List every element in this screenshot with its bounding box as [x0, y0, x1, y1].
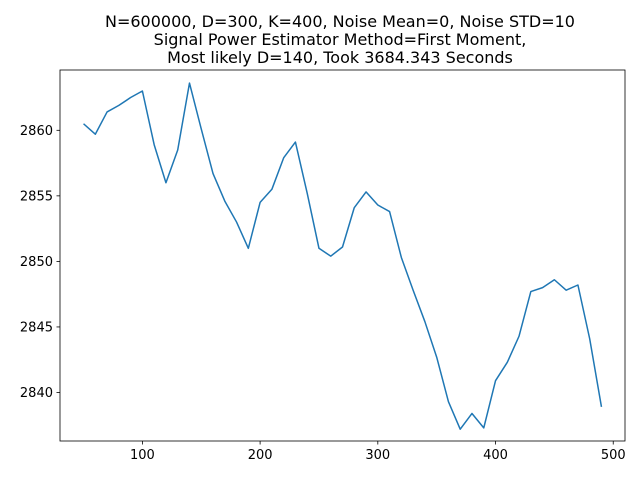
- series-line-0: [83, 82, 603, 430]
- axes-frame: [59, 69, 626, 442]
- chart-title-line-3: Most likely D=140, Took 3684.343 Seconds: [167, 48, 513, 67]
- chart-title-line-2: Signal Power Estimator Method=First Mome…: [154, 30, 527, 49]
- y-tick-label-2850: 2850: [20, 255, 53, 270]
- x-tick-label-100: 100: [130, 448, 155, 463]
- x-tick-label-500: 500: [601, 448, 626, 463]
- plot-area: 100 200 300 400 500 2840 2845 2850 2855 2860: [20, 69, 626, 463]
- y-tick-label-2840: 2840: [20, 386, 53, 401]
- y-tick-label-2860: 2860: [20, 124, 53, 139]
- x-tick-label-400: 400: [483, 448, 508, 463]
- x-tick-label-200: 200: [248, 448, 273, 463]
- chart-title-line-1: N=600000, D=300, K=400, Noise Mean=0, No…: [105, 12, 575, 31]
- y-tick-label-2845: 2845: [20, 320, 53, 335]
- x-tick-label-300: 300: [365, 448, 390, 463]
- y-tick-label-2855: 2855: [20, 189, 53, 204]
